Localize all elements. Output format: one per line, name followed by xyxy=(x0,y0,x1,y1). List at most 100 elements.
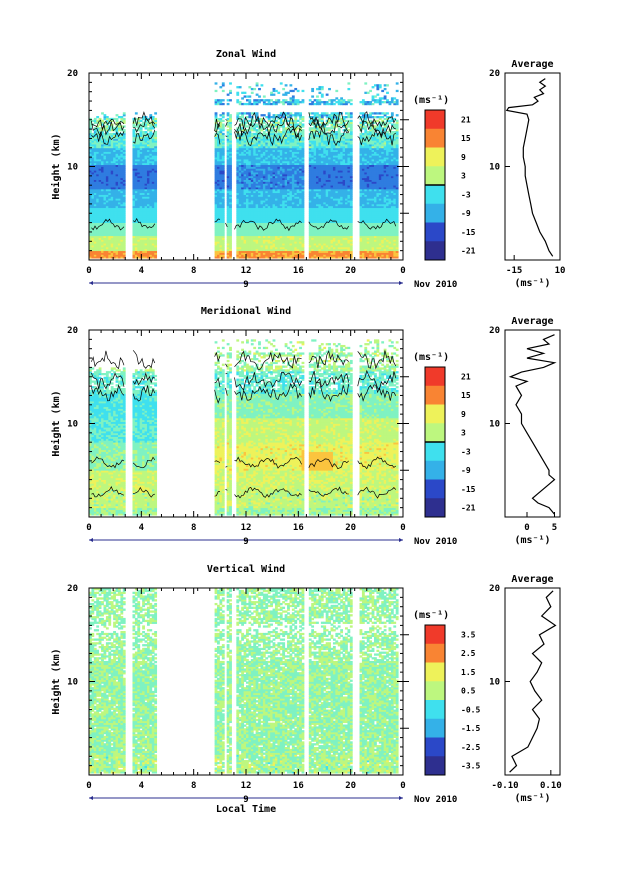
heatmap-cell xyxy=(222,103,225,105)
heatmap-cell xyxy=(256,123,259,125)
heatmap-cell xyxy=(256,129,259,131)
heatmap-cell xyxy=(154,118,157,120)
heatmap-cell xyxy=(246,95,249,97)
heatmap-cell xyxy=(263,131,266,133)
heatmap-cell xyxy=(321,101,324,103)
heatmap-cell xyxy=(241,103,244,105)
heatmap-cell xyxy=(236,99,239,101)
heatmap-cell xyxy=(256,94,259,96)
heatmap-cell xyxy=(215,99,218,101)
heatmap-cell xyxy=(132,129,135,131)
heatmap-cell xyxy=(268,99,271,101)
heatmap-cell xyxy=(309,99,312,101)
heatmap-cell xyxy=(215,82,218,84)
heatmap-cell xyxy=(289,97,292,99)
heatmap-cell xyxy=(241,92,244,94)
heatmap-cell xyxy=(135,112,138,114)
heatmap-cell xyxy=(273,88,276,90)
heatmap-cell xyxy=(244,95,247,97)
heatmap-cell xyxy=(282,94,285,96)
heatmap-cell xyxy=(222,99,225,101)
heatmap-cell xyxy=(248,112,251,114)
heatmap-cell xyxy=(217,118,220,120)
heatmap-cell xyxy=(222,90,225,92)
heatmap-cell xyxy=(282,88,285,90)
heatmap-cell xyxy=(316,99,319,101)
heatmap-cell xyxy=(321,112,324,114)
heatmap-cell xyxy=(258,88,261,90)
wind-figure: Zonal Wind0 4 8 12 16 20 02010Height (km)9 Nov … xyxy=(0,0,617,873)
heatmap-cell xyxy=(241,97,244,99)
heatmap-cell xyxy=(287,112,290,114)
heatmap-cell xyxy=(280,131,283,133)
heatmap-cell xyxy=(241,112,244,114)
heatmap-cell xyxy=(263,125,266,127)
heatmap-cell xyxy=(222,133,225,135)
heatmap-cell xyxy=(106,116,109,118)
heatmap-cell xyxy=(123,118,126,120)
panel-title: Zonal Wind xyxy=(216,48,276,60)
heatmap-cell xyxy=(258,99,261,101)
heatmap-cell xyxy=(263,114,266,116)
heatmap-cell xyxy=(246,99,249,101)
heatmap-cell xyxy=(273,94,276,96)
heatmap-cell xyxy=(123,129,126,131)
heatmap-cell xyxy=(246,112,249,114)
heatmap-cell xyxy=(277,92,280,94)
heatmap-cell xyxy=(273,114,276,116)
heatmap-cell xyxy=(311,95,314,97)
heatmap-cell xyxy=(302,99,305,101)
heatmap-cell xyxy=(289,90,292,92)
heatmap-cell xyxy=(282,99,285,101)
heatmap-cell xyxy=(260,99,263,101)
heatmap-cell xyxy=(120,116,123,118)
heatmap-cell xyxy=(297,112,300,114)
heatmap-cell xyxy=(103,114,106,116)
heatmap-cell xyxy=(256,99,259,101)
heatmap-cell xyxy=(222,112,225,114)
heatmap-cell xyxy=(294,88,297,90)
heatmap-cell xyxy=(309,120,312,122)
heatmap-cell xyxy=(318,99,321,101)
heatmap-cell xyxy=(219,118,222,120)
heatmap-cell xyxy=(253,99,256,101)
heatmap-cell xyxy=(215,90,218,92)
heatmap-cell xyxy=(147,127,150,129)
heatmap-cell xyxy=(302,129,305,131)
heatmap-cell xyxy=(145,131,148,133)
heatmap-cell xyxy=(270,92,273,94)
heatmap-cell xyxy=(277,99,280,101)
heatmap-cell xyxy=(297,127,300,129)
heatmap-cell xyxy=(318,86,321,88)
heatmap-cell xyxy=(256,112,259,114)
heatmap-cell xyxy=(244,92,247,94)
heatmap-cells xyxy=(89,82,399,258)
heatmap-cell xyxy=(239,116,242,118)
heatmap-cell xyxy=(229,82,232,84)
heatmap-cell xyxy=(311,101,314,103)
heatmap-cell xyxy=(246,116,249,118)
heatmap-cell xyxy=(292,90,295,92)
heatmap-cell xyxy=(302,90,305,92)
heatmap-cell xyxy=(94,118,97,120)
heatmap-cell xyxy=(227,103,230,105)
heatmap-cell xyxy=(149,114,152,116)
heatmap-cell xyxy=(251,88,254,90)
heatmap-cell xyxy=(229,114,232,116)
heatmap-cell xyxy=(253,133,256,135)
heatmap-cell xyxy=(260,114,263,116)
heatmap-cell xyxy=(229,90,232,92)
heatmap-cell xyxy=(294,99,297,101)
heatmap-cell xyxy=(299,122,302,124)
heatmap-cell xyxy=(314,103,317,105)
heatmap-cell xyxy=(256,82,259,84)
heatmap-cell xyxy=(152,116,155,118)
heatmap-cell xyxy=(239,112,242,114)
heatmap-cell xyxy=(273,101,276,103)
heatmap-cell xyxy=(217,99,220,101)
heatmap-cell xyxy=(318,114,321,116)
heatmap-cell xyxy=(318,92,321,94)
heatmap-cell xyxy=(251,103,254,105)
heatmap-cell xyxy=(302,116,305,118)
